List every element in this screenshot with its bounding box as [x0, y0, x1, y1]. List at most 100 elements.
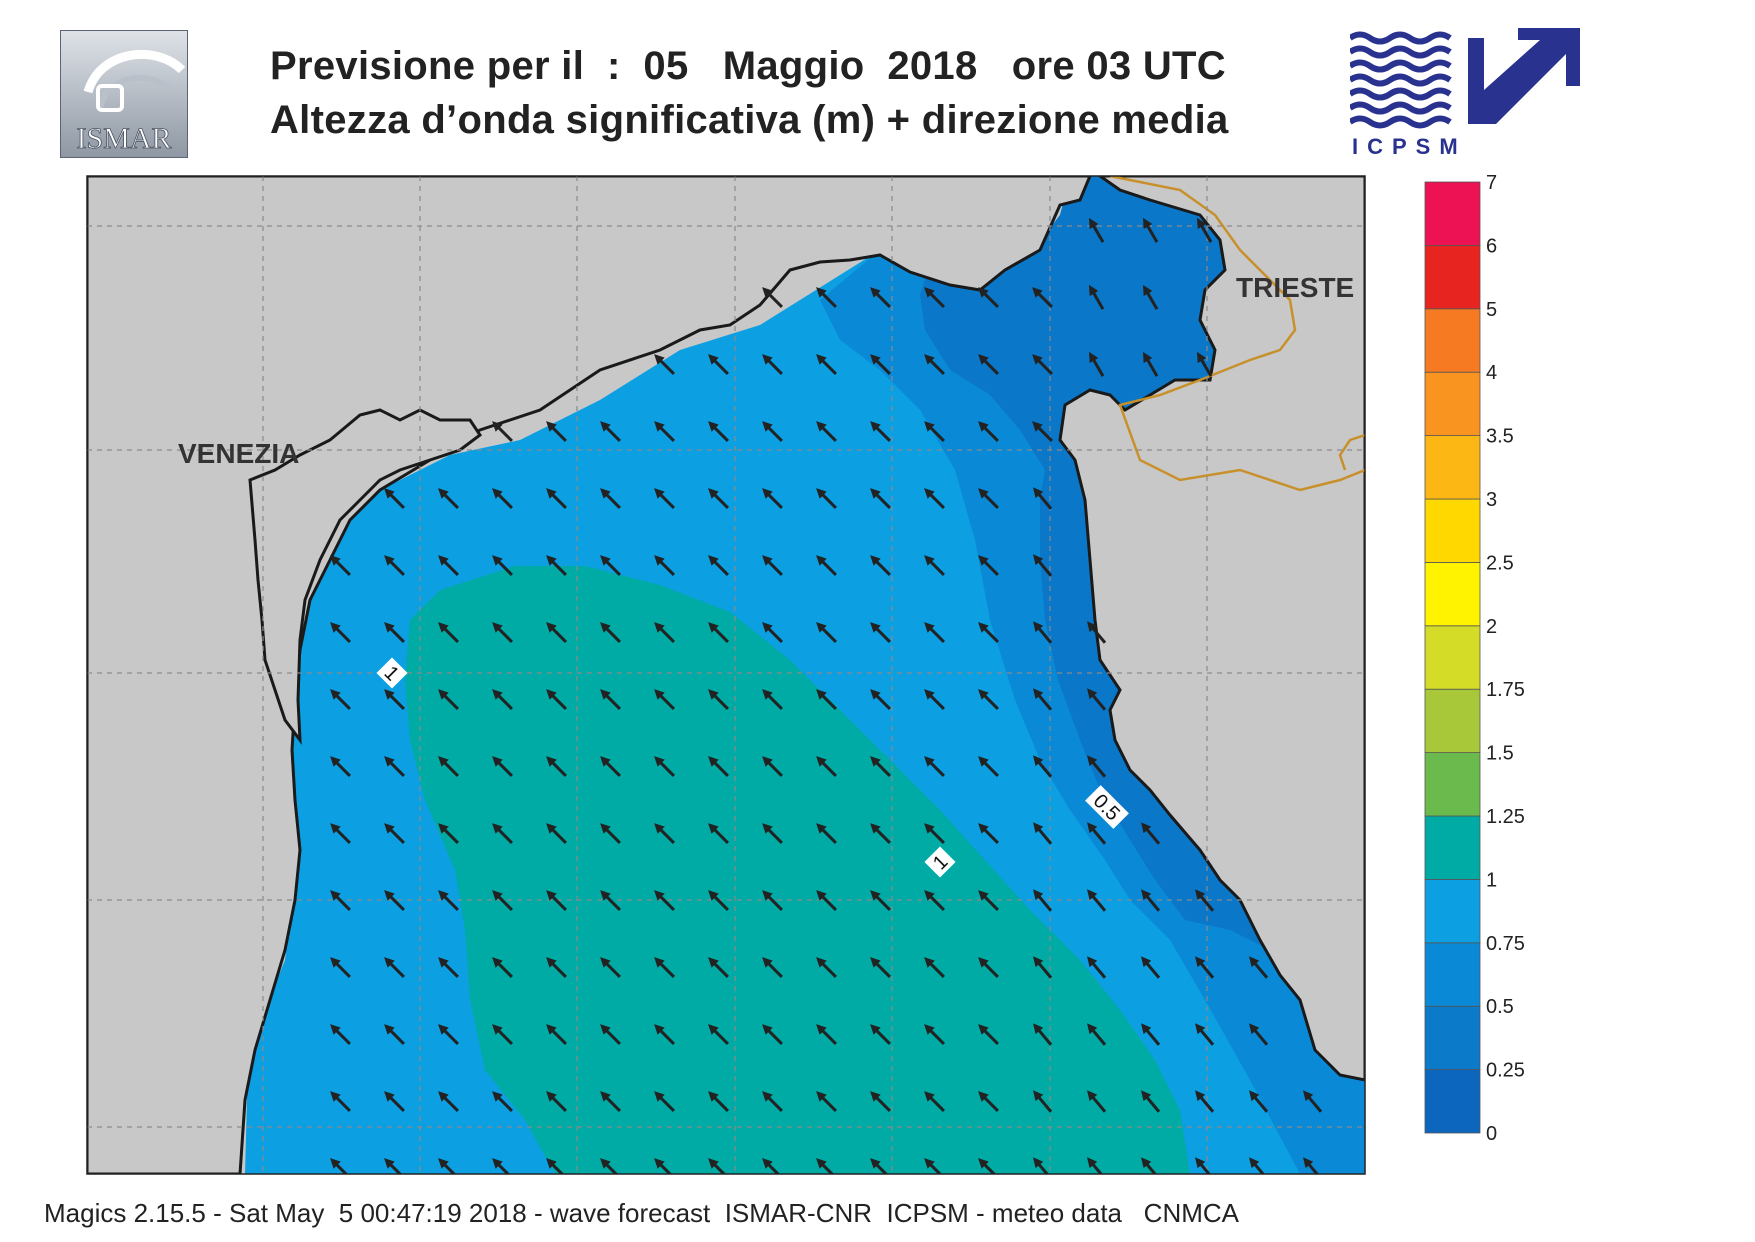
- icpsm-waves-arrow-icon: ICPSM: [1350, 28, 1580, 159]
- direction-arrow: [492, 1024, 513, 1045]
- venice-lagoon: [248, 408, 483, 745]
- legend-swatch: [1424, 815, 1481, 880]
- direction-arrow: [1141, 956, 1161, 979]
- legend-swatch: [1424, 308, 1481, 373]
- direction-arrow: [1195, 889, 1215, 912]
- direction-arrow: [1033, 1157, 1053, 1174]
- legend-swatch: [1424, 942, 1481, 1007]
- direction-arrow: [1089, 217, 1105, 243]
- direction-arrow: [1032, 421, 1053, 442]
- direction-arrow: [1141, 1023, 1161, 1046]
- direction-arrow: [1033, 822, 1053, 845]
- direction-arrow: [1033, 621, 1053, 644]
- direction-arrow: [384, 488, 405, 509]
- direction-arrow: [438, 1158, 459, 1174]
- direction-arrow: [1249, 1157, 1269, 1174]
- direction-arrow: [1032, 287, 1053, 308]
- direction-arrow: [1197, 217, 1213, 243]
- legend-swatch: [1424, 752, 1481, 817]
- legend-label: 5: [1486, 299, 1497, 321]
- north-coast-land: [87, 176, 1092, 1174]
- direction-arrow: [1303, 1090, 1323, 1113]
- legend-swatch: [1424, 1005, 1481, 1071]
- direction-arrow: [1033, 487, 1053, 510]
- legend-label: 1: [1486, 869, 1497, 891]
- direction-arrow: [1249, 1090, 1269, 1113]
- national-border: [1109, 176, 1365, 492]
- direction-arrow: [492, 1158, 513, 1174]
- legend-label: 0.5: [1486, 996, 1514, 1018]
- direction-arrow: [492, 421, 513, 442]
- legend-swatch: [1424, 879, 1481, 944]
- direction-arrow: [1195, 1157, 1215, 1174]
- direction-arrow: [1141, 889, 1161, 912]
- direction-arrow: [1089, 351, 1105, 377]
- direction-arrow: [492, 1091, 513, 1112]
- variable-title: Altezza d’onda significativa (m) + direz…: [270, 98, 1229, 142]
- map-frame: [86, 175, 1366, 1175]
- direction-arrow: [384, 1158, 405, 1174]
- legend-label: 1.25: [1486, 806, 1525, 828]
- direction-arrow: [1033, 1023, 1053, 1046]
- legend-label: 0: [1486, 1123, 1497, 1145]
- direction-arrow: [1087, 822, 1107, 845]
- legend-label: 2: [1486, 616, 1497, 638]
- legend-swatch: [1424, 181, 1481, 246]
- graticule: [87, 176, 1365, 1174]
- direction-arrow: [1033, 554, 1053, 577]
- direction-arrow: [1089, 284, 1105, 310]
- direction-arrow: [1087, 889, 1107, 912]
- direction-arrow: [1303, 1157, 1323, 1174]
- footer-credits: Magics 2.15.5 - Sat May 5 00:47:19 2018 …: [44, 1198, 1240, 1228]
- icpsm-logo-text: ICPSM: [1352, 134, 1467, 159]
- city-label-venezia: VENEZIA: [178, 438, 299, 469]
- direction-arrow: [1195, 1090, 1215, 1113]
- direction-arrow: [1033, 956, 1053, 979]
- legend-swatch: [1424, 688, 1481, 754]
- direction-arrow: [1195, 956, 1215, 979]
- legend-swatch: [1424, 625, 1481, 690]
- direction-arrow: [384, 1091, 405, 1112]
- direction-arrow: [1087, 1157, 1107, 1174]
- direction-arrow: [1141, 1090, 1161, 1113]
- direction-arrow: [1141, 1157, 1161, 1174]
- direction-arrow: [438, 1091, 459, 1112]
- direction-arrow: [330, 1091, 351, 1112]
- legend-swatch: [1424, 371, 1481, 437]
- legend-label: 6: [1486, 235, 1497, 257]
- direction-arrow: [1033, 889, 1053, 912]
- direction-arrow: [492, 488, 513, 509]
- direction-arrow: [330, 1158, 351, 1174]
- legend-label: 1.75: [1486, 679, 1525, 701]
- forecast-date-title: Previsione per il : 05 Maggio 2018 ore 0…: [270, 44, 1226, 88]
- direction-arrow: [1143, 284, 1159, 310]
- direction-arrow: [1249, 956, 1269, 979]
- direction-arrow: [1032, 354, 1053, 375]
- direction-arrow: [1087, 621, 1107, 644]
- direction-arrow: [1033, 755, 1053, 778]
- direction-arrow: [1143, 217, 1159, 243]
- legend-label: 0.75: [1486, 933, 1525, 955]
- legend-label: 4: [1486, 362, 1497, 384]
- direction-arrow: [438, 1024, 459, 1045]
- legend-swatch: [1424, 498, 1481, 563]
- direction-arrow: [1033, 688, 1053, 711]
- legend-label: 7: [1486, 172, 1497, 194]
- legend-label: 3: [1486, 489, 1497, 511]
- direction-arrow: [1087, 755, 1107, 778]
- legend-swatch: [1424, 435, 1481, 500]
- istria-land: [1058, 176, 1365, 1082]
- contour-label-0-5: 0.5: [1085, 785, 1129, 829]
- direction-arrow: [1087, 1023, 1107, 1046]
- legend-label: 1.5: [1486, 743, 1514, 765]
- ismar-logo-icon: ISMAR: [60, 30, 188, 158]
- direction-arrow: [1143, 351, 1159, 377]
- legend-label: 3.5: [1486, 426, 1514, 448]
- direction-arrow: [1141, 822, 1161, 845]
- legend-swatch: [1424, 562, 1481, 627]
- direction-arrow: [1197, 351, 1213, 377]
- legend-label: 0.25: [1486, 1060, 1525, 1082]
- direction-arrow: [1195, 1023, 1215, 1046]
- legend-swatch: [1424, 244, 1481, 310]
